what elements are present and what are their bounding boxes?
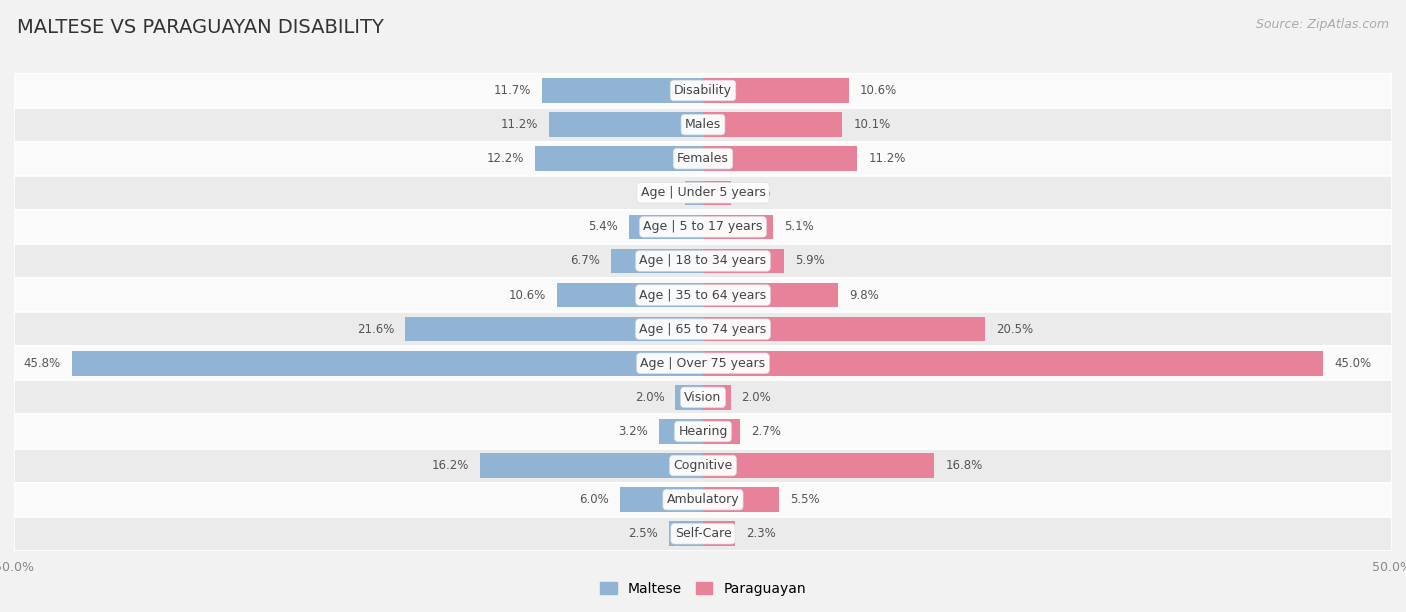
Text: 5.9%: 5.9% [796,255,825,267]
Text: Age | Over 75 years: Age | Over 75 years [641,357,765,370]
Text: 5.5%: 5.5% [790,493,820,506]
Text: Age | Under 5 years: Age | Under 5 years [641,186,765,200]
Bar [703,317,986,341]
Bar [703,351,1323,376]
Bar [534,146,703,171]
Text: 16.2%: 16.2% [432,459,468,472]
Text: Self-Care: Self-Care [675,528,731,540]
Bar [703,487,779,512]
Bar [405,317,703,341]
Bar [72,351,703,376]
Text: MALTESE VS PARAGUAYAN DISABILITY: MALTESE VS PARAGUAYAN DISABILITY [17,18,384,37]
Text: 16.8%: 16.8% [945,459,983,472]
Bar [14,278,1392,312]
Text: Age | 35 to 64 years: Age | 35 to 64 years [640,289,766,302]
Bar [703,146,858,171]
Bar [14,517,1392,551]
Bar [14,108,1392,141]
Bar [14,244,1392,278]
Bar [703,283,838,307]
Text: Males: Males [685,118,721,131]
Bar [14,380,1392,414]
Text: 9.8%: 9.8% [849,289,879,302]
Bar [14,312,1392,346]
Text: 6.0%: 6.0% [579,493,609,506]
Text: 11.2%: 11.2% [869,152,905,165]
Bar [479,453,703,478]
Legend: Maltese, Paraguayan: Maltese, Paraguayan [595,576,811,601]
Bar [14,210,1392,244]
Text: 2.5%: 2.5% [628,528,658,540]
Bar [703,215,773,239]
Text: Vision: Vision [685,391,721,404]
Text: Ambulatory: Ambulatory [666,493,740,506]
Bar [14,483,1392,517]
Bar [14,141,1392,176]
Text: Hearing: Hearing [678,425,728,438]
Bar [541,78,703,103]
Text: 2.3%: 2.3% [745,528,776,540]
Text: 3.2%: 3.2% [619,425,648,438]
Bar [610,248,703,273]
Text: 6.7%: 6.7% [569,255,599,267]
Bar [703,453,935,478]
Bar [703,181,731,205]
Text: Females: Females [678,152,728,165]
Text: 20.5%: 20.5% [997,323,1033,335]
Text: 10.1%: 10.1% [853,118,890,131]
Text: 5.1%: 5.1% [785,220,814,233]
Text: Cognitive: Cognitive [673,459,733,472]
Bar [685,181,703,205]
Bar [14,414,1392,449]
Text: 2.0%: 2.0% [634,391,665,404]
Text: 2.0%: 2.0% [741,391,772,404]
Bar [703,419,740,444]
Bar [659,419,703,444]
Text: 11.2%: 11.2% [501,118,537,131]
Text: 45.8%: 45.8% [24,357,60,370]
Text: Age | 65 to 74 years: Age | 65 to 74 years [640,323,766,335]
Text: 2.0%: 2.0% [741,186,772,200]
Bar [14,176,1392,210]
Text: 12.2%: 12.2% [486,152,524,165]
Bar [703,113,842,137]
Text: 45.0%: 45.0% [1334,357,1371,370]
Text: 10.6%: 10.6% [509,289,546,302]
Bar [669,521,703,546]
Bar [703,521,735,546]
Bar [14,73,1392,108]
Text: 1.3%: 1.3% [644,186,673,200]
Text: 11.7%: 11.7% [494,84,531,97]
Bar [14,449,1392,483]
Bar [628,215,703,239]
Bar [548,113,703,137]
Bar [703,385,731,409]
Bar [703,78,849,103]
Text: 2.7%: 2.7% [751,425,782,438]
Bar [703,248,785,273]
Text: Age | 5 to 17 years: Age | 5 to 17 years [644,220,762,233]
Bar [557,283,703,307]
Text: 10.6%: 10.6% [860,84,897,97]
Bar [14,346,1392,380]
Text: Age | 18 to 34 years: Age | 18 to 34 years [640,255,766,267]
Bar [675,385,703,409]
Text: 5.4%: 5.4% [588,220,617,233]
Text: 21.6%: 21.6% [357,323,394,335]
Text: Source: ZipAtlas.com: Source: ZipAtlas.com [1256,18,1389,31]
Text: Disability: Disability [673,84,733,97]
Bar [620,487,703,512]
